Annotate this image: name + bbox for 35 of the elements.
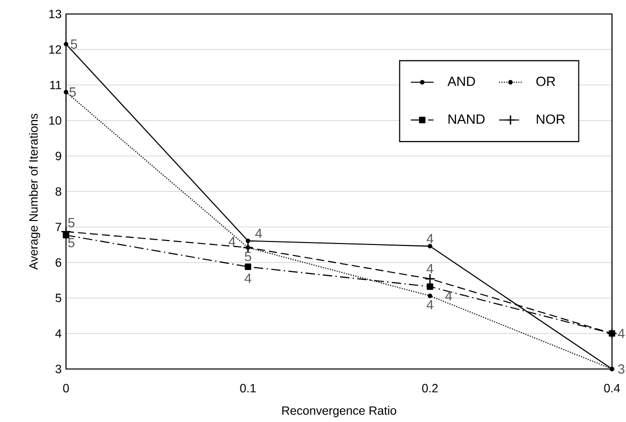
legend-label: AND bbox=[447, 76, 475, 86]
annotation: 4 bbox=[255, 228, 262, 238]
y-tick-label: 10 bbox=[49, 116, 62, 125]
x-axis-title: Reconvergence Ratio bbox=[282, 406, 396, 418]
x-tick-label: 0 bbox=[63, 384, 69, 392]
legend-label: NAND bbox=[448, 114, 485, 124]
annotation: 5 bbox=[70, 40, 78, 49]
annotation: 3 bbox=[618, 364, 624, 374]
y-tick-label: 5 bbox=[56, 294, 62, 302]
y-tick-label: 4 bbox=[55, 329, 62, 338]
annotation: 4 bbox=[445, 291, 452, 301]
y-axis-title: Average Number of Iterations bbox=[28, 114, 40, 270]
annotation: 5 bbox=[68, 218, 74, 228]
legend-label: OR bbox=[536, 76, 556, 86]
annotation: 4 bbox=[228, 236, 236, 246]
x-tick-label: 0.4 bbox=[604, 384, 620, 392]
y-tick-label: 11 bbox=[50, 80, 62, 90]
y-tick-label: 8 bbox=[56, 187, 62, 196]
annotation: 5 bbox=[244, 252, 252, 262]
y-tick-label: 6 bbox=[56, 258, 62, 267]
annotation: 4 bbox=[426, 300, 434, 310]
legend-label: NOR bbox=[536, 114, 565, 124]
annotation: 4 bbox=[618, 328, 625, 338]
x-tick-label: 0.1 bbox=[240, 384, 256, 392]
y-tick-label: 9 bbox=[56, 152, 62, 160]
y-tick-label: 13 bbox=[49, 10, 62, 18]
x-tick-label: 0.2 bbox=[422, 384, 438, 392]
y-tick-label: 7 bbox=[56, 222, 62, 232]
annotation: 5 bbox=[69, 87, 76, 97]
annotation: 4 bbox=[426, 264, 434, 274]
y-tick-label: 3 bbox=[56, 364, 62, 374]
annotation: 5 bbox=[68, 238, 74, 248]
annotation: 4 bbox=[426, 234, 434, 244]
annotation: 4 bbox=[244, 274, 252, 283]
y-tick-label: 12 bbox=[49, 45, 62, 54]
